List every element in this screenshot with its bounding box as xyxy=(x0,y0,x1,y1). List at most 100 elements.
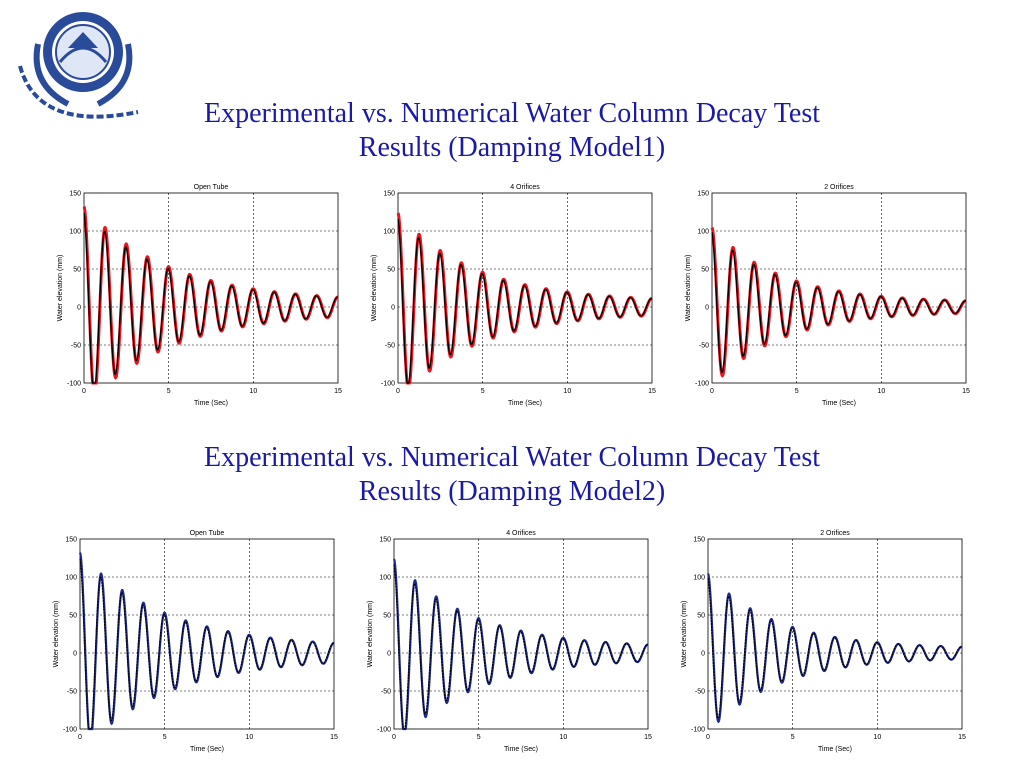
x-tick-label: 0 xyxy=(78,734,82,741)
y-tick-label: 50 xyxy=(701,267,709,274)
y-axis-label: Water elevation (mm) xyxy=(367,601,374,668)
y-tick-label: 50 xyxy=(383,613,391,620)
x-tick-label: 5 xyxy=(795,388,799,395)
chart-model2-4-orifices: 0 5 10 15 -100 -50 0 50 100 150 4 Orifices Time (Se… xyxy=(367,530,652,753)
title-line-2: Results (Damping Model1) xyxy=(358,132,666,163)
y-tick-label: -100 xyxy=(691,727,705,734)
x-tick-label: 10 xyxy=(559,734,567,741)
chart-title: Open Tube xyxy=(194,184,229,191)
x-tick-label: 5 xyxy=(167,388,171,395)
experimental-series-line xyxy=(393,564,649,730)
title-line-1: Experimental vs. Numerical Water Column … xyxy=(203,98,820,129)
plot-frame xyxy=(397,192,653,384)
y-axis-label: Water elevation (mm) xyxy=(685,255,692,322)
plot-frame xyxy=(83,192,339,384)
x-axis-label: Time (Sec) xyxy=(190,746,224,753)
x-tick-label: 15 xyxy=(330,734,338,741)
y-tick-label: 150 xyxy=(697,191,709,198)
x-tick-label: 10 xyxy=(245,734,253,741)
chart-title: 2 Orifices xyxy=(820,530,850,537)
y-tick-label: 100 xyxy=(69,229,81,236)
plot-frame xyxy=(393,538,649,730)
y-tick-label: 50 xyxy=(697,613,705,620)
chart-model1-2-orifices: 0 5 10 15 -100 -50 0 50 100 150 2 Orifices Time (Se… xyxy=(685,184,970,407)
chart-title: 4 Orifices xyxy=(506,530,536,537)
chart-model2-open-tube: 0 5 10 15 -100 -50 0 50 100 150 Open Tube Time (Sec… xyxy=(53,530,338,753)
y-tick-label: -50 xyxy=(385,343,395,350)
academy-seal-logo xyxy=(18,12,139,119)
y-tick-label: 150 xyxy=(65,537,77,544)
x-tick-label: 0 xyxy=(710,388,714,395)
chart-model1-4-orifices: 0 5 10 15 -100 -50 0 50 100 150 4 Orifices Time (Se… xyxy=(371,184,656,407)
y-tick-label: -100 xyxy=(67,381,81,388)
y-tick-label: 0 xyxy=(701,651,705,658)
plot-frame xyxy=(711,192,967,384)
x-tick-label: 5 xyxy=(791,734,795,741)
y-tick-label: 50 xyxy=(69,613,77,620)
y-tick-label: 150 xyxy=(693,537,705,544)
y-tick-label: -100 xyxy=(381,381,395,388)
y-tick-label: 150 xyxy=(379,537,391,544)
x-tick-label: 10 xyxy=(873,734,881,741)
y-tick-label: 50 xyxy=(73,267,81,274)
y-tick-label: 0 xyxy=(77,305,81,312)
slide-title-model2: Experimental vs. Numerical Water Column … xyxy=(0,441,1024,509)
x-tick-label: 15 xyxy=(962,388,970,395)
y-tick-label: 0 xyxy=(391,305,395,312)
y-tick-label: 100 xyxy=(383,229,395,236)
x-tick-label: 5 xyxy=(163,734,167,741)
chart-title: Open Tube xyxy=(190,530,225,537)
numerical-series-line xyxy=(78,552,335,731)
y-tick-label: 100 xyxy=(379,575,391,582)
plot-frame xyxy=(79,538,335,730)
y-tick-label: 0 xyxy=(705,305,709,312)
x-tick-label: 5 xyxy=(477,734,481,741)
x-axis-label: Time (Sec) xyxy=(822,400,856,407)
y-axis-label: Water elevation (mm) xyxy=(681,601,688,668)
y-axis-label: Water elevation (mm) xyxy=(57,255,64,322)
y-tick-label: -50 xyxy=(695,689,705,696)
x-axis-label: Time (Sec) xyxy=(508,400,542,407)
chart-title: 2 Orifices xyxy=(824,184,854,191)
x-tick-label: 0 xyxy=(706,734,710,741)
x-tick-label: 0 xyxy=(82,388,86,395)
x-tick-label: 10 xyxy=(877,388,885,395)
y-tick-label: 0 xyxy=(387,651,391,658)
y-tick-label: -50 xyxy=(71,343,81,350)
title-line-1: Experimental vs. Numerical Water Column … xyxy=(203,442,820,473)
chart-model1-open-tube: 0 5 10 15 -100 -50 0 50 100 150 Open Tube Time (Sec… xyxy=(57,184,342,407)
chart-title: 4 Orifices xyxy=(510,184,540,191)
x-axis-label: Time (Sec) xyxy=(194,400,228,407)
x-tick-label: 5 xyxy=(481,388,485,395)
plot-frame xyxy=(707,538,963,730)
experimental-series-line xyxy=(711,232,967,374)
x-tick-label: 0 xyxy=(396,388,400,395)
y-axis-label: Water elevation (mm) xyxy=(371,255,378,322)
slide-title-model1: Experimental vs. Numerical Water Column … xyxy=(0,97,1024,165)
experimental-series-line xyxy=(397,218,653,384)
experimental-series-line xyxy=(83,212,339,384)
y-tick-label: -100 xyxy=(377,727,391,734)
experimental-series-line xyxy=(707,578,963,720)
y-tick-label: 100 xyxy=(65,575,77,582)
y-tick-label: -100 xyxy=(695,381,709,388)
title-line-2: Results (Damping Model2) xyxy=(358,476,666,507)
y-tick-label: 100 xyxy=(693,575,705,582)
experimental-series-line xyxy=(79,558,335,730)
y-tick-label: -50 xyxy=(699,343,709,350)
y-tick-label: 0 xyxy=(73,651,77,658)
y-tick-label: -50 xyxy=(381,689,391,696)
x-axis-label: Time (Sec) xyxy=(818,746,852,753)
y-tick-label: 50 xyxy=(387,267,395,274)
y-tick-label: -100 xyxy=(63,727,77,734)
x-tick-label: 15 xyxy=(958,734,966,741)
x-tick-label: 15 xyxy=(648,388,656,395)
x-tick-label: 10 xyxy=(563,388,571,395)
y-axis-label: Water elevation (mm) xyxy=(53,601,60,668)
x-tick-label: 15 xyxy=(644,734,652,741)
chart-model2-2-orifices: 0 5 10 15 -100 -50 0 50 100 150 2 Orifices Time (Se… xyxy=(681,530,966,753)
x-tick-label: 15 xyxy=(334,388,342,395)
x-tick-label: 0 xyxy=(392,734,396,741)
x-axis-label: Time (Sec) xyxy=(504,746,538,753)
x-tick-label: 10 xyxy=(249,388,257,395)
